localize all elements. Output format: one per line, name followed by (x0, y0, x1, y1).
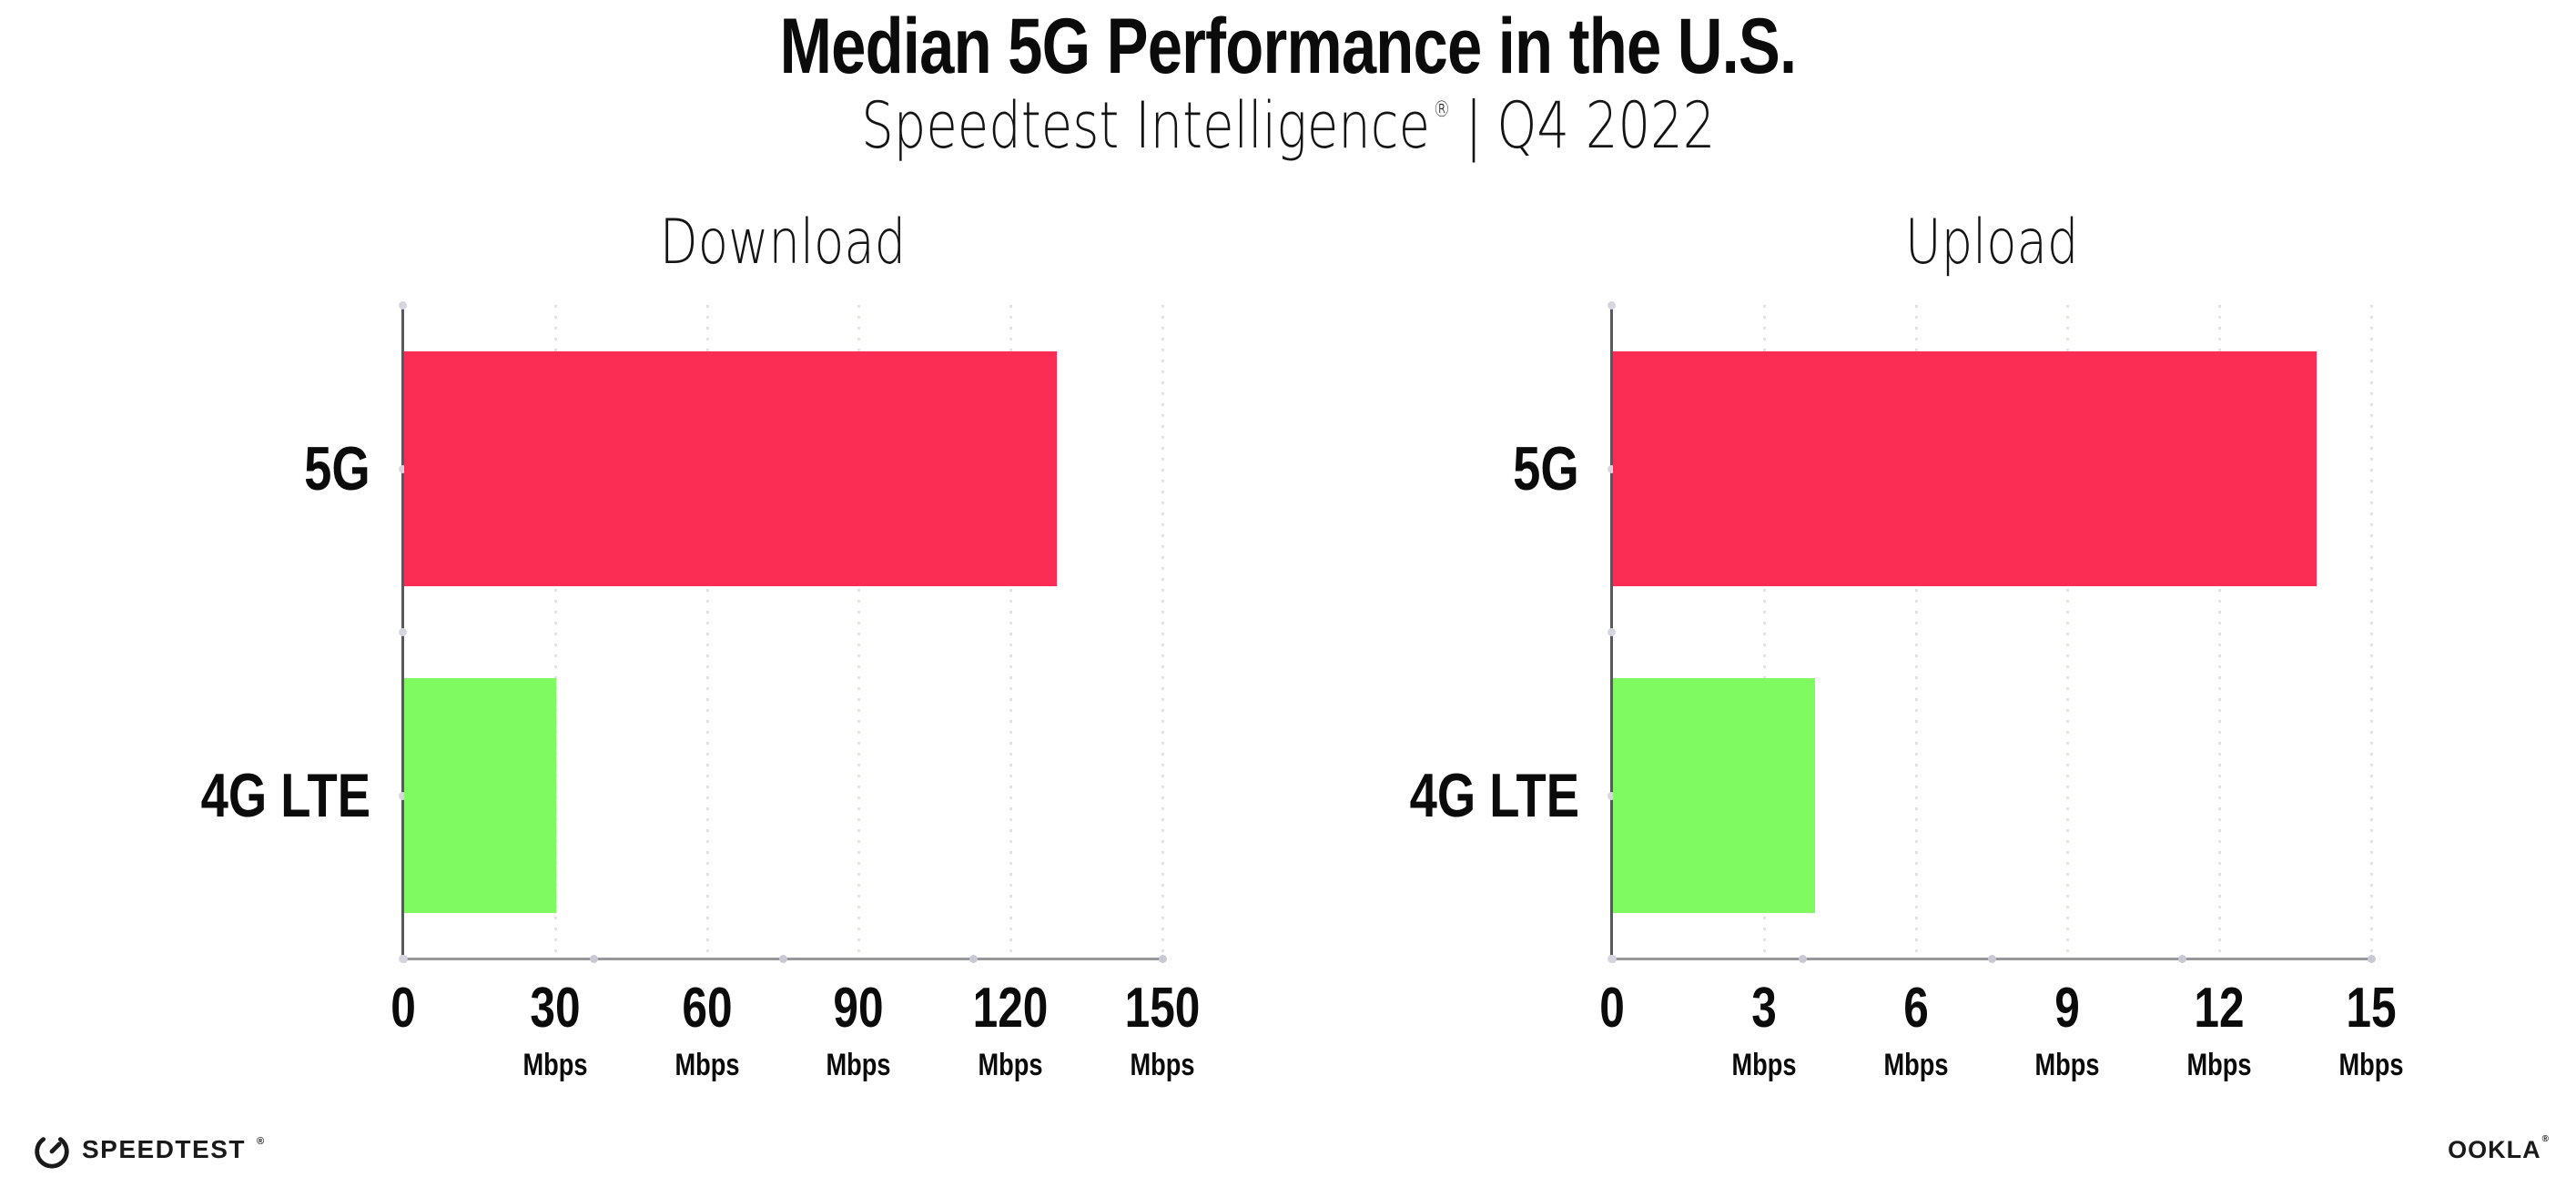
x-tick-unit-12: Mbps (2186, 1048, 2252, 1082)
gridline-9 (2066, 305, 2070, 959)
y-axis-dot (1607, 301, 1616, 309)
y-axis-dot (1607, 628, 1616, 636)
subtitle-period: Q4 2022 (1496, 88, 1716, 163)
speedtest-trademark-mark: ® (256, 1136, 265, 1147)
x-axis-dot (969, 955, 978, 963)
registered-trademark-mark: ® (1432, 96, 1451, 122)
bar-5g (1613, 350, 2317, 586)
page-title-text: Median 5G Performance in the U.S. (779, 3, 1798, 90)
y-axis-dot (399, 628, 407, 636)
category-label-5g: 5G (1513, 433, 1579, 503)
x-tick-unit-150: Mbps (1130, 1048, 1195, 1082)
x-tick-unit-90: Mbps (826, 1048, 891, 1082)
y-axis-dot (399, 791, 407, 800)
upload-chart: Upload 0 3 Mbps 6 Mbps 9 Mbps 12 Mbps 15 Mbps 5G 4G … (1410, 212, 2404, 1081)
page-title: Median 5G Performance in the U.S. (0, 3, 2576, 90)
subtitle-brand: Speedtest Intelligence (860, 88, 1430, 163)
bar-4g-lte (1613, 677, 1816, 913)
x-tick-label-15: 15 (2346, 977, 2397, 1040)
speedtest-logo: SPEEDTEST ® (31, 1129, 264, 1171)
x-axis-dot (1988, 955, 1996, 963)
download-chart: Download 0 30 Mbps 60 Mbps 90 Mbps 120 Mbps 150 Mb… (201, 212, 1201, 1081)
category-label-5g: 5G (304, 433, 370, 503)
y-axis-dot (1607, 955, 1616, 963)
x-tick-label-60: 60 (682, 977, 733, 1040)
upload-plot-area: 0 3 Mbps 6 Mbps 9 Mbps 12 Mbps 15 Mbps 5G 4G LTE (1410, 301, 2404, 1080)
upload-chart-title: Upload (1612, 212, 2371, 274)
ookla-logo-text: OOKLA (2448, 1136, 2541, 1163)
x-axis-dot (1798, 955, 1807, 963)
category-label-4g-lte: 4G LTE (1409, 760, 1579, 830)
x-tick-unit-30: Mbps (522, 1048, 588, 1082)
x-tick-label-0: 0 (1599, 977, 1625, 1040)
y-axis-dot (1607, 791, 1616, 800)
download-chart-title-text: Download (659, 207, 907, 279)
gridline-6 (1914, 305, 1918, 959)
y-axis-dot (399, 464, 407, 473)
gridline-30 (553, 305, 557, 959)
ookla-trademark-mark: ® (2541, 1134, 2549, 1144)
subtitle-divider: | (1465, 88, 1483, 163)
gridline-90 (857, 305, 861, 959)
x-tick-unit-60: Mbps (674, 1048, 740, 1082)
page-subtitle: Speedtest Intelligence ® | Q4 2022 (0, 91, 2576, 161)
x-axis-dot (589, 955, 598, 963)
x-tick-label-90: 90 (833, 977, 884, 1040)
x-axis-dot (1159, 955, 1167, 963)
gridline-3 (1762, 305, 1766, 959)
x-axis-dot (2177, 955, 2186, 963)
y-axis-dot (399, 301, 407, 309)
gridline-15 (2370, 305, 2373, 959)
speedtest-gauge-icon (35, 1137, 69, 1169)
gridline-150 (1161, 305, 1164, 959)
x-tick-label-12: 12 (2194, 977, 2245, 1040)
gridline-12 (2218, 305, 2222, 959)
y-axis-dot (1607, 464, 1616, 473)
x-tick-label-9: 9 (2054, 977, 2081, 1040)
x-axis-dot (779, 955, 787, 963)
x-tick-label-120: 120 (972, 977, 1049, 1040)
gridline-120 (1009, 305, 1013, 959)
y-axis-dot (399, 955, 407, 963)
gridline-60 (705, 305, 709, 959)
x-tick-unit-6: Mbps (1883, 1048, 1949, 1082)
ookla-logo: OOKLA ® (2448, 1134, 2549, 1164)
speedtest-logo-text: SPEEDTEST (82, 1135, 246, 1163)
x-tick-label-3: 3 (1751, 977, 1777, 1040)
x-axis-dot (2368, 955, 2376, 963)
download-chart-title: Download (403, 212, 1162, 274)
x-tick-unit-120: Mbps (978, 1048, 1043, 1082)
bar-4g-lte (404, 677, 556, 913)
x-tick-label-0: 0 (390, 977, 416, 1040)
category-label-4g-lte: 4G LTE (200, 760, 370, 830)
x-tick-unit-9: Mbps (2034, 1048, 2100, 1082)
download-plot-area: 0 30 Mbps 60 Mbps 90 Mbps 120 Mbps 150 Mbps 5G 4G LT… (201, 301, 1200, 1080)
x-tick-label-30: 30 (530, 977, 581, 1040)
x-tick-unit-3: Mbps (1731, 1048, 1797, 1082)
x-tick-unit-15: Mbps (2338, 1048, 2404, 1082)
bar-5g (404, 350, 1058, 586)
page-subtitle-text: Speedtest Intelligence ® | Q4 2022 (861, 91, 1715, 161)
x-tick-label-150: 150 (1124, 977, 1201, 1040)
x-tick-label-6: 6 (1902, 977, 1929, 1040)
upload-chart-title-text: Upload (1904, 207, 2079, 279)
